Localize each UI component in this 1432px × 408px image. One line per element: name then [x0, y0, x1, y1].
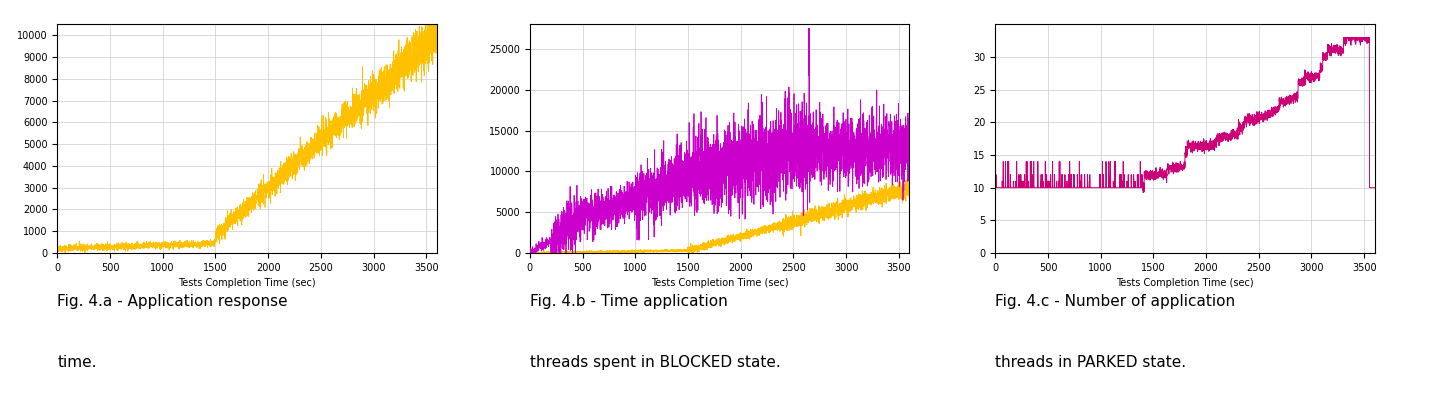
- X-axis label: Tests Completion Time (sec): Tests Completion Time (sec): [178, 278, 316, 288]
- X-axis label: Tests Completion Time (sec): Tests Completion Time (sec): [650, 278, 789, 288]
- Text: Fig. 4.a - Application response: Fig. 4.a - Application response: [57, 294, 288, 309]
- Text: threads spent in BLOCKED state.: threads spent in BLOCKED state.: [530, 355, 780, 370]
- Text: time.: time.: [57, 355, 97, 370]
- Text: threads in PARKED state.: threads in PARKED state.: [995, 355, 1186, 370]
- X-axis label: Tests Completion Time (sec): Tests Completion Time (sec): [1116, 278, 1254, 288]
- Text: Fig. 4.b - Time application: Fig. 4.b - Time application: [530, 294, 727, 309]
- Text: Fig. 4.c - Number of application: Fig. 4.c - Number of application: [995, 294, 1236, 309]
